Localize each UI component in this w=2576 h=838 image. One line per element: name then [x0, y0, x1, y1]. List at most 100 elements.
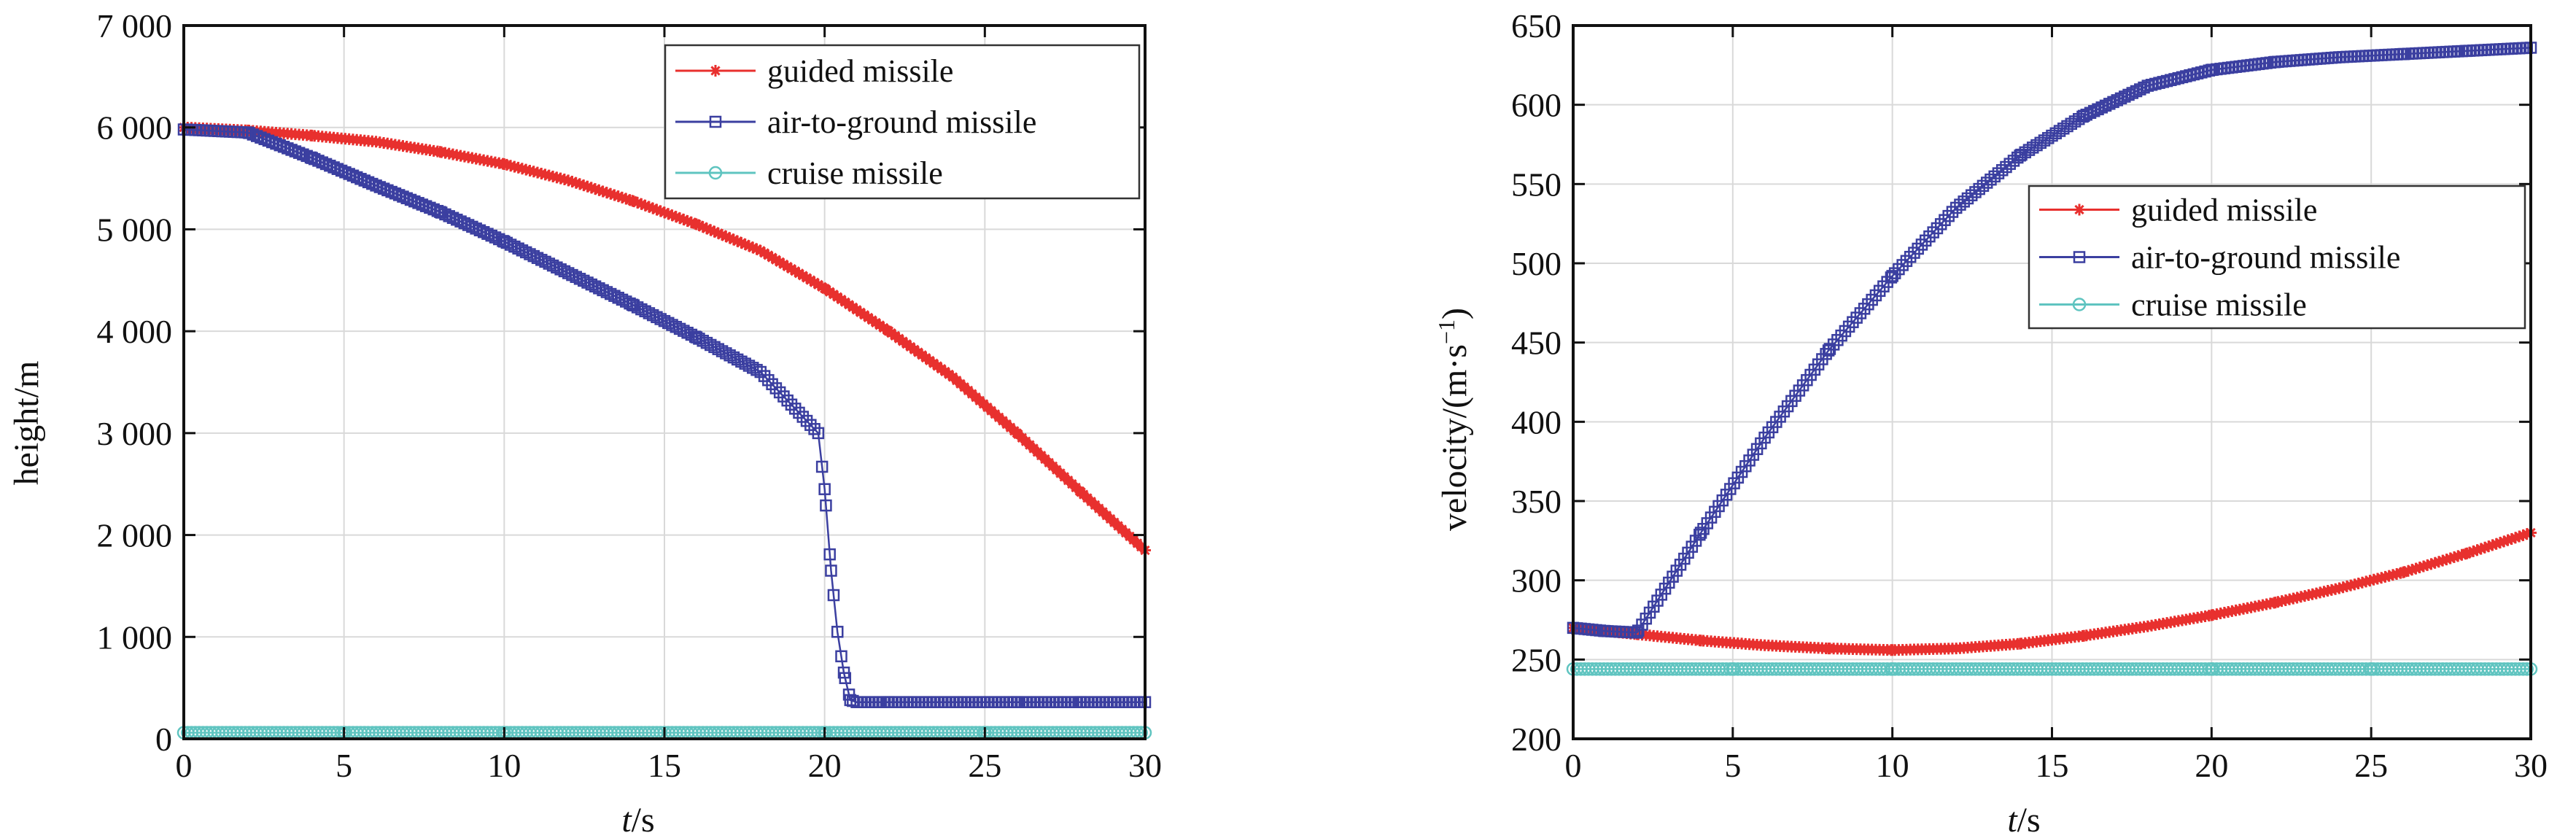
- data-point: [2402, 565, 2414, 577]
- data-point: [397, 190, 409, 203]
- data-point: [785, 263, 797, 275]
- data-point: [485, 229, 498, 242]
- data-point: [616, 191, 629, 203]
- y-tick-label: 5 000: [97, 211, 173, 248]
- x-axis-label: t/s: [621, 801, 654, 838]
- data-point: [2429, 556, 2441, 569]
- data-point: [835, 650, 847, 663]
- data-point: [2471, 544, 2483, 556]
- data-point: [731, 353, 744, 366]
- data-point: [1965, 189, 1978, 201]
- data-point: [2498, 535, 2510, 548]
- x-tick-label: 5: [335, 747, 352, 784]
- data-point: [243, 127, 255, 139]
- velocity-chart: 0 5 10 15 20 25 30 200 250 300 350 400 450 500 550 600 6…: [1433, 7, 2548, 838]
- data-point: [585, 278, 598, 291]
- data-point: [800, 414, 813, 427]
- y-tick-label: 350: [1511, 483, 1561, 520]
- data-point: [581, 180, 594, 193]
- data-point: [2502, 534, 2514, 546]
- data-point: [566, 268, 578, 282]
- data-point: [419, 200, 432, 212]
- data-point: [678, 325, 690, 337]
- x-tick-label: 0: [176, 747, 193, 784]
- data-point: [785, 398, 798, 411]
- data-point: [1919, 234, 1932, 247]
- data-point: [2080, 108, 2093, 121]
- data-point: [324, 159, 336, 172]
- data-point: [366, 177, 379, 190]
- data-point: [404, 193, 417, 206]
- data-point: [1988, 170, 2001, 183]
- data-point: [1969, 186, 1982, 198]
- data-point: [443, 210, 456, 222]
- data-point: [446, 212, 459, 225]
- data-point: [2092, 103, 2104, 116]
- data-point: [551, 261, 563, 273]
- data-point: [370, 179, 382, 192]
- data-point: [2494, 537, 2506, 549]
- data-point: [2517, 529, 2529, 541]
- data-point: [643, 201, 655, 213]
- data-point: [524, 248, 536, 260]
- data-point: [635, 303, 648, 316]
- data-point: [1915, 238, 1928, 251]
- data-point: [1961, 192, 1974, 205]
- data-point: [247, 128, 260, 141]
- data-point: [620, 295, 632, 308]
- data-point: [292, 147, 306, 159]
- data-point: [581, 276, 594, 289]
- data-point: [2111, 94, 2124, 106]
- data-point: [747, 362, 759, 374]
- data-point: [2153, 77, 2165, 89]
- data-point: [427, 203, 440, 216]
- data-point: [2448, 551, 2460, 563]
- data-point: [769, 382, 783, 395]
- data-point: [354, 173, 367, 185]
- data-point: [766, 252, 778, 264]
- data-point: [635, 198, 648, 210]
- data-point: [646, 309, 659, 322]
- data-point: [2513, 530, 2526, 543]
- data-point: [831, 626, 844, 638]
- data-point: [531, 252, 544, 264]
- data-point: [1900, 255, 1913, 268]
- data-point: [674, 212, 686, 225]
- x-tick-label: 15: [648, 747, 681, 784]
- data-point: [562, 174, 575, 187]
- data-point: [466, 220, 478, 233]
- data-point: [2490, 538, 2502, 550]
- data-point: [1976, 179, 1990, 193]
- data-point: [804, 419, 817, 431]
- legend-marker: [709, 115, 722, 128]
- data-point: [2003, 158, 2016, 170]
- data-point: [431, 204, 444, 217]
- data-point: [2130, 85, 2143, 98]
- data-point: [801, 271, 813, 284]
- data-point: [1985, 173, 1997, 186]
- legend-item: guided missile: [2039, 193, 2317, 228]
- data-point: [2099, 99, 2112, 112]
- y-tick-label: 450: [1511, 325, 1561, 362]
- y-tick-label: 200: [1511, 721, 1561, 758]
- y-axis-label: velocity/(m·s−1): [1433, 308, 1474, 531]
- data-point: [750, 363, 763, 376]
- data-point: [754, 244, 767, 257]
- data-point: [815, 460, 829, 473]
- data-point: [585, 182, 597, 194]
- data-point: [654, 205, 667, 217]
- data-point: [808, 423, 820, 435]
- data-point: [385, 185, 397, 198]
- legend-item: cruise missile: [2039, 287, 2307, 323]
- data-point: [639, 305, 651, 318]
- data-point: [789, 265, 802, 277]
- data-point: [773, 386, 786, 399]
- data-point: [1927, 226, 1939, 238]
- data-point: [343, 168, 355, 180]
- y-tick-label: 6 000: [97, 109, 173, 147]
- x-tick-label: 0: [1565, 747, 1582, 784]
- data-point: [258, 133, 271, 146]
- data-point: [2475, 543, 2487, 555]
- data-point: [412, 197, 424, 209]
